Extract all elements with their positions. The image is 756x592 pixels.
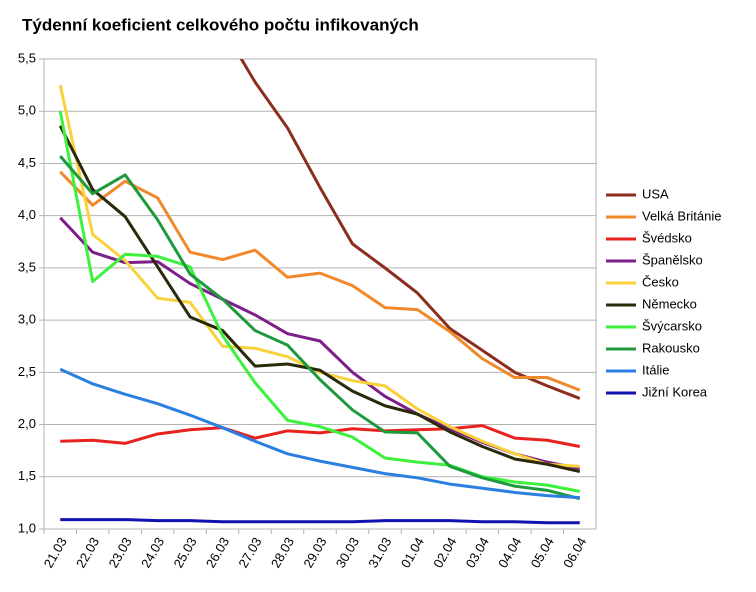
x-tick-label: 29.03 <box>300 535 329 571</box>
legend-label: Jižní Korea <box>642 384 708 399</box>
x-tick-label: 05.04 <box>528 535 557 571</box>
series-line <box>59 155 581 501</box>
legend-label: Rakousko <box>642 340 700 355</box>
x-tick-label: 27.03 <box>235 535 264 571</box>
y-tick-label: 2,0 <box>18 416 36 431</box>
series-line <box>58 110 581 493</box>
series-line <box>59 367 580 500</box>
y-tick-label: 5,0 <box>18 103 36 118</box>
x-tick-label: 22.03 <box>73 535 102 571</box>
series-line <box>60 424 581 448</box>
x-tick-label: 04.04 <box>495 535 524 571</box>
y-tick-label: 5,5 <box>18 50 36 65</box>
series-line <box>239 59 581 400</box>
x-tick-label: 31.03 <box>365 535 394 571</box>
x-tick-label: 26.03 <box>203 535 232 571</box>
legend-label: Španělsko <box>642 252 703 267</box>
plot-border <box>43 58 597 530</box>
y-tick-label: 3,5 <box>18 259 36 274</box>
y-tick-label: 3,0 <box>18 312 36 327</box>
y-tick-label: 4,5 <box>18 155 36 170</box>
series-line <box>58 84 580 468</box>
legend-label: Česko <box>642 274 679 289</box>
plot-lines <box>58 59 581 525</box>
y-tick-label: 2,5 <box>18 364 36 379</box>
x-tick-label: 06.04 <box>560 535 589 571</box>
x-tick-label: 28.03 <box>268 535 297 571</box>
y-tick-label: 4,0 <box>18 207 36 222</box>
x-tick-label: 21.03 <box>41 535 70 571</box>
x-tick-label: 01.04 <box>398 535 427 571</box>
x-tick-label: 24.03 <box>138 535 167 571</box>
chart-title: Týdenní koeficient celkového počtu infik… <box>22 15 419 34</box>
series-line <box>58 125 581 474</box>
legend-label: Švýcarsko <box>642 318 702 333</box>
legend-label: USA <box>642 186 669 201</box>
x-tick-label: 25.03 <box>170 535 199 571</box>
y-tick-label: 1,0 <box>18 520 36 535</box>
y-tick-label: 1,5 <box>18 468 36 483</box>
x-tick-label: 03.04 <box>463 535 492 571</box>
legend-label: Německo <box>642 296 697 311</box>
legend-label: Švédsko <box>642 230 692 245</box>
x-tick-label: 30.03 <box>333 535 362 571</box>
x-tick-label: 23.03 <box>105 535 134 571</box>
series-line <box>59 170 581 392</box>
series-line <box>60 518 580 525</box>
x-tick-label: 02.04 <box>430 535 459 571</box>
legend-label: Velká Británie <box>642 208 722 223</box>
legend-label: Itálie <box>642 362 669 377</box>
